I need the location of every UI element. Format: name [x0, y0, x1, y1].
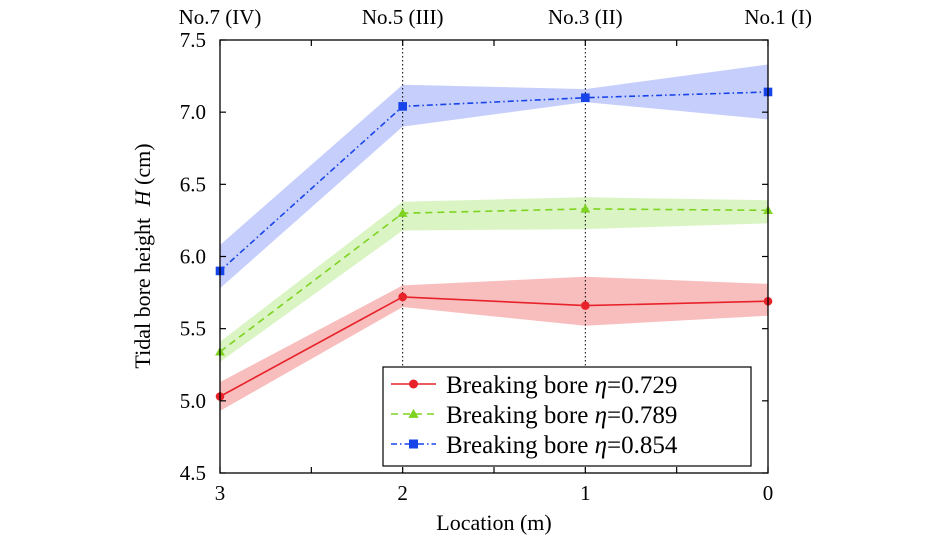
top-station-label: No.5 (III)	[362, 5, 444, 29]
confidence-bands	[220, 64, 768, 411]
point-series-3-3	[581, 93, 590, 103]
x-axis-label: Location (m)	[436, 510, 551, 535]
top-station-label: No.3 (II)	[548, 5, 623, 29]
series-lines	[219, 91, 769, 398]
legend-marker-series-3	[409, 439, 418, 449]
point-series-1-2	[398, 292, 407, 302]
y-axis-label: Tidal bore height H (cm)	[130, 143, 155, 368]
legend-label-variable: η	[595, 402, 607, 429]
legend-marker-series-2	[408, 408, 419, 418]
y-tick-label: 7.5	[180, 28, 206, 52]
legend-label-series-2: Breaking bore η=0.789	[446, 402, 677, 429]
y-tick-label: 6.0	[180, 245, 206, 269]
legend-label-prefix: Breaking bore	[446, 372, 595, 399]
point-series-3-2	[398, 102, 407, 111]
point-series-2-3	[580, 203, 591, 213]
y-tick-label: 5.0	[180, 389, 206, 413]
band-series-3	[220, 64, 768, 289]
x-tick-label: 1	[580, 481, 591, 505]
legend-label-prefix: Breaking bore	[446, 402, 595, 429]
point-series-2-2	[397, 208, 408, 217]
y-tick-label: 5.5	[180, 317, 206, 341]
legend-label-value: =0.729	[607, 372, 677, 399]
y-axis-label-text: Tidal bore height	[130, 218, 155, 369]
axis-ticks	[219, 39, 769, 474]
line-series-1	[219, 296, 769, 398]
legend-label-variable: η	[595, 372, 607, 399]
top-station-label: No.1 (I)	[744, 5, 812, 29]
legend-label-value: =0.789	[607, 402, 677, 429]
legend-label-value: =0.854	[607, 432, 678, 459]
y-tick-label: 6.5	[180, 172, 206, 196]
y-tick-label: 4.5	[180, 461, 206, 485]
y-tick-label: 7.0	[180, 100, 206, 124]
legend-label-series-1: Breaking bore η=0.729	[446, 372, 677, 399]
x-tick-label: 3	[215, 481, 226, 505]
legend-box	[382, 366, 752, 467]
y-tick-labels: 4.5 5.0 5.5 6.0 6.5 7.0 7.5	[180, 28, 206, 485]
y-axis-label-variable: H	[130, 189, 155, 207]
y-axis-label-unit: (cm)	[130, 143, 155, 185]
point-series-1-3	[581, 301, 590, 310]
top-station-labels: No.7 (IV) No.5 (III) No.3 (II) No.1 (I)	[179, 5, 812, 29]
legend-label-variable: η	[595, 432, 607, 459]
line-series-2	[219, 208, 769, 353]
top-station-label: No.7 (IV)	[179, 5, 262, 29]
legend-label-series-3: Breaking bore η=0.854	[446, 432, 678, 459]
legend-marker-series-1	[409, 379, 418, 389]
band-series-2	[220, 197, 768, 362]
x-tick-label: 0	[763, 481, 774, 505]
x-tick-label: 2	[397, 481, 408, 505]
band-series-1	[220, 276, 768, 411]
legend-label-prefix: Breaking bore	[446, 432, 595, 459]
line-series-3	[219, 91, 769, 272]
x-tick-labels: 3 2 1 0	[215, 481, 774, 505]
